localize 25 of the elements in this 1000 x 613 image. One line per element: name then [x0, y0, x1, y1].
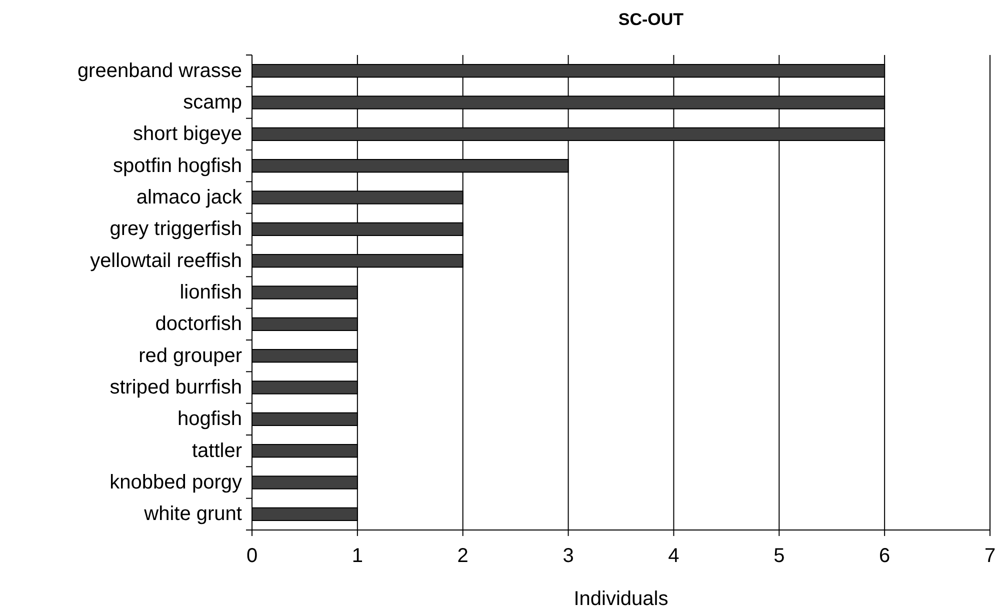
y-tick-label: tattler	[192, 440, 242, 462]
y-tick-label: short bigeye	[133, 123, 242, 146]
x-tick-label: 7	[984, 545, 996, 567]
x-tick-label: 6	[879, 545, 890, 567]
x-axis-title: Individuals	[574, 588, 668, 610]
x-tick-label: 2	[457, 545, 468, 567]
y-tick-label: striped burrfish	[110, 376, 242, 398]
y-tick-label: red grouper	[138, 344, 242, 367]
chart-title: SC-OUT	[618, 10, 684, 29]
x-tick-label: 5	[774, 545, 785, 567]
y-tick-label: white grunt	[143, 503, 242, 526]
y-tick-label: scamp	[183, 92, 242, 114]
y-tick-label: almaco jack	[136, 186, 243, 208]
x-tick-label: 3	[562, 545, 574, 567]
y-tick-label: yellowtail reeffish	[90, 250, 242, 272]
y-tick-label: hogfish	[178, 408, 242, 430]
y-tick-label: knobbed porgy	[110, 472, 242, 494]
x-tick-label: 4	[668, 545, 680, 567]
y-tick-label: spotfin hogfish	[113, 154, 242, 177]
y-tick-label: greenband wrasse	[77, 60, 242, 82]
x-tick-label: 1	[352, 545, 363, 567]
x-tick-label: 0	[246, 545, 258, 567]
y-tick-label: lionfish	[180, 282, 242, 304]
y-tick-label: grey triggerfish	[110, 218, 242, 240]
y-tick-label: doctorfish	[155, 313, 242, 336]
